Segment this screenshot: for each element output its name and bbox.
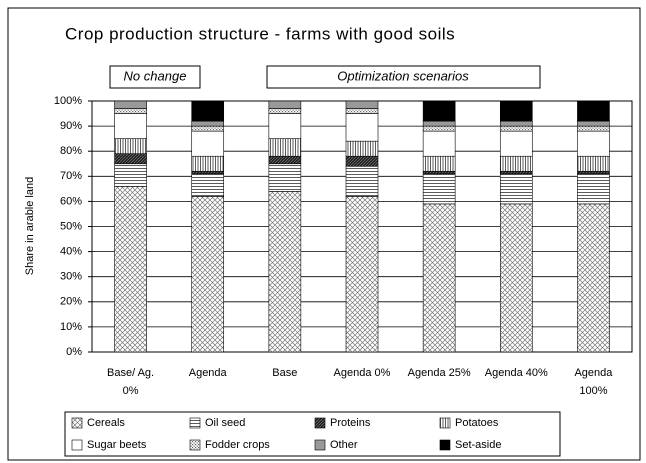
bar-segment xyxy=(114,153,147,165)
bar-segment xyxy=(422,173,456,205)
bar-segment xyxy=(191,173,225,197)
y-axis-label: Share in arable land xyxy=(24,177,36,275)
bar-segment xyxy=(422,120,456,127)
legend-label: Other xyxy=(330,439,358,451)
y-tick-label: 70% xyxy=(60,170,82,182)
bar-segment xyxy=(499,120,533,127)
y-tick-label: 30% xyxy=(60,271,82,283)
x-tick-label: Base/ Ag. 0% xyxy=(107,367,155,397)
legend xyxy=(64,411,561,457)
bar-segment xyxy=(422,155,456,172)
x-tick-label: Agenda xyxy=(188,367,227,379)
bar-segment xyxy=(191,170,225,175)
annotation: No change xyxy=(124,68,187,83)
bar-segment xyxy=(191,196,225,353)
bar-segment xyxy=(345,165,379,197)
y-tick-label: 80% xyxy=(60,145,82,157)
bar-segment xyxy=(499,130,533,157)
bar-segment xyxy=(268,100,302,109)
legend-swatch xyxy=(189,439,201,451)
bar-segment xyxy=(114,113,147,139)
y-tick-label: 60% xyxy=(60,195,82,207)
bar-segment xyxy=(422,125,456,132)
bar-segment xyxy=(499,155,533,172)
bar-segment xyxy=(268,108,302,114)
bar-segment xyxy=(345,140,379,157)
bar-segment xyxy=(422,100,456,122)
bar-segment xyxy=(191,155,225,172)
bar-segment xyxy=(191,130,225,157)
y-tick-label: 10% xyxy=(60,321,82,333)
bar-segment xyxy=(577,100,610,122)
y-tick-label: 90% xyxy=(60,120,82,132)
bar-segment xyxy=(499,125,533,132)
y-tick-label: 100% xyxy=(54,95,82,107)
legend-swatch xyxy=(189,417,201,429)
bar-segment xyxy=(114,186,147,353)
bar-segment xyxy=(114,108,147,114)
legend-label: Set-aside xyxy=(455,439,501,451)
x-tick-label: Agenda 40% xyxy=(484,367,548,379)
bar-segment xyxy=(191,100,225,122)
bar-segment xyxy=(577,155,610,172)
bar-segment xyxy=(422,170,456,175)
bar-segment xyxy=(345,155,379,167)
bar-segment xyxy=(577,203,610,353)
bar-segment xyxy=(499,170,533,175)
annotation-box xyxy=(109,65,201,89)
bar-segment xyxy=(577,173,610,205)
legend-swatch xyxy=(439,439,451,451)
bar-segment xyxy=(577,170,610,175)
legend-label: Sugar beets xyxy=(87,439,147,451)
bar-segment xyxy=(114,163,147,187)
annotation-box xyxy=(266,65,541,89)
legend-label: Fodder crops xyxy=(205,439,270,451)
bar-segment xyxy=(422,203,456,353)
legend-swatch xyxy=(314,439,326,451)
legend-swatch xyxy=(439,417,451,429)
legend-label: Oil seed xyxy=(205,417,245,429)
x-tick-label: Agenda 100% xyxy=(574,367,613,397)
chart-title: Crop production structure - farms with g… xyxy=(65,24,455,43)
x-tick-label: Base xyxy=(272,367,298,379)
bar-segment xyxy=(268,163,302,192)
bar-segment xyxy=(345,196,379,353)
bar-segment xyxy=(577,125,610,132)
legend-label: Cereals xyxy=(87,417,125,429)
x-tick-label: Agenda 25% xyxy=(407,367,471,379)
y-tick-label: 50% xyxy=(60,220,82,232)
bar-segment xyxy=(345,108,379,114)
bar-segment xyxy=(268,191,302,353)
bar-segment xyxy=(268,138,302,157)
legend-swatch xyxy=(71,417,83,429)
bar-segment xyxy=(577,120,610,127)
bar-segment xyxy=(268,113,302,139)
bar-segment xyxy=(268,155,302,165)
y-tick-label: 40% xyxy=(60,246,82,258)
bar-segment xyxy=(499,100,533,122)
y-tick-label: 20% xyxy=(60,296,82,308)
bar-segment xyxy=(499,203,533,353)
bar-segment xyxy=(345,113,379,142)
legend-swatch xyxy=(314,417,326,429)
y-tick-label: 0% xyxy=(66,346,82,358)
bar-segment xyxy=(114,100,147,109)
bar-segment xyxy=(422,130,456,157)
x-tick-label: Agenda 0% xyxy=(333,367,391,379)
legend-swatch xyxy=(71,439,83,451)
bar-segment xyxy=(191,125,225,132)
bar-segment xyxy=(577,130,610,157)
bar-segment xyxy=(191,120,225,127)
bar-segment xyxy=(114,138,147,155)
bar-segment xyxy=(499,173,533,205)
legend-label: Potatoes xyxy=(455,417,499,429)
annotation: Optimization scenarios xyxy=(337,68,469,83)
bar-segment xyxy=(345,100,379,109)
legend-label: Proteins xyxy=(330,417,371,429)
